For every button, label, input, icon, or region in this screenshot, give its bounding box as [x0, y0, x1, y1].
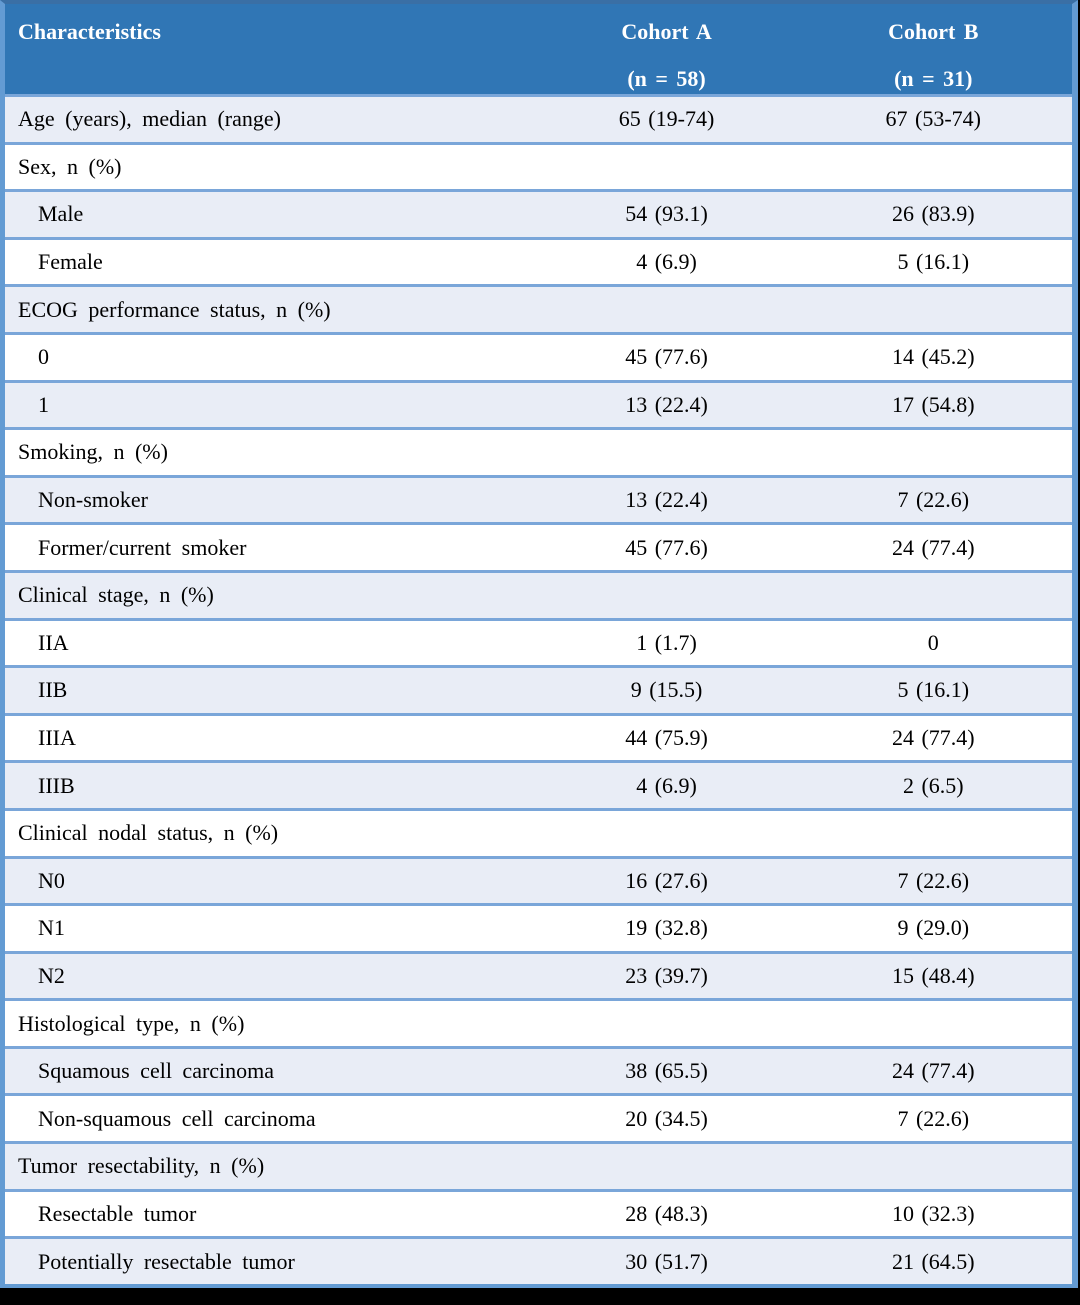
cohort-b-value: 5 (16.1) [897, 249, 970, 275]
row-label: Sex, n (%) [18, 153, 122, 179]
table-row: 1 13 (22.4) 17 (54.8) [5, 379, 1072, 428]
header-cohort-b-n: (n = 31) [894, 66, 973, 91]
cohort-a-value: 54 (93.1) [625, 201, 708, 227]
cohort-a-value: 16 (27.6) [625, 867, 708, 893]
cohort-b-value: 15 (48.4) [891, 962, 975, 988]
cohort-b-value: 67 (53-74) [885, 106, 982, 132]
row-label: N1 [38, 915, 65, 941]
row-label: IIB [38, 677, 68, 703]
row-label: Male [38, 201, 84, 227]
header-cohort-b-label: Cohort B [888, 19, 979, 44]
table-row: Smoking, n (%) [5, 427, 1072, 475]
row-label: Clinical nodal status, n (%) [18, 820, 279, 846]
row-label: Potentially resectable tumor [38, 1248, 295, 1274]
row-label: ECOG performance status, n (%) [18, 296, 331, 322]
cohort-b-value: 24 (77.4) [891, 1058, 975, 1084]
cohort-a-value: 45 (77.6) [625, 344, 708, 370]
table-row: Potentially resectable tumor 30 (51.7) 2… [5, 1236, 1072, 1284]
row-label: IIIA [38, 725, 76, 751]
table-row: 0 45 (77.6) 14 (45.2) [5, 331, 1072, 380]
table-row: IIIA 44 (75.9) 24 (77.4) [5, 712, 1072, 761]
cohort-a-value: 44 (75.9) [625, 725, 708, 751]
row-label: Histological type, n (%) [18, 1010, 245, 1036]
cohort-a-value: 1 (1.7) [636, 629, 697, 655]
cohort-a-value: 38 (65.5) [625, 1058, 708, 1084]
row-label: Clinical stage, n (%) [18, 582, 214, 608]
table-row: IIB 9 (15.5) 5 (16.1) [5, 665, 1072, 713]
table-row: Female 4 (6.9) 5 (16.1) [5, 236, 1072, 285]
table-row: Former/current smoker 45 (77.6) 24 (77.4… [5, 522, 1072, 570]
table-body: Age (years), median (range) 65 (19-74) 6… [5, 97, 1072, 1284]
table-row: Resectable tumor 28 (48.3) 10 (32.3) [5, 1188, 1072, 1237]
row-label: IIIB [38, 772, 75, 798]
table-row: Age (years), median (range) 65 (19-74) 6… [5, 97, 1072, 142]
row-label: Squamous cell carcinoma [38, 1058, 275, 1084]
header-characteristics-label: Characteristics [18, 19, 161, 44]
cohort-a-value: 4 (6.9) [636, 772, 697, 798]
cohort-a-value: 30 (51.7) [625, 1248, 708, 1274]
row-label: Non-squamous cell carcinoma [38, 1105, 316, 1131]
cohort-a-value: 45 (77.6) [625, 534, 708, 560]
row-label: Resectable tumor [38, 1200, 197, 1226]
table-row: Sex, n (%) [5, 141, 1072, 190]
cohort-b-value: 26 (83.9) [891, 201, 975, 227]
row-label: N2 [38, 962, 65, 988]
cohort-b-value: 24 (77.4) [891, 534, 975, 560]
row-label: Female [38, 249, 103, 275]
header-cohort-a: Cohort A (n = 58) [539, 4, 795, 94]
cohort-b-value: 5 (16.1) [897, 677, 970, 703]
table-row: Male 54 (93.1) 26 (83.9) [5, 189, 1072, 237]
cohort-a-value: 13 (22.4) [625, 487, 708, 513]
row-label: Tumor resectability, n (%) [18, 1153, 265, 1179]
cohort-b-value: 0 [927, 629, 939, 655]
table-row: N1 19 (32.8) 9 (29.0) [5, 903, 1072, 951]
header-cohort-a-label: Cohort A [621, 19, 712, 44]
table-row: N0 16 (27.6) 7 (22.6) [5, 855, 1072, 904]
cohort-b-value: 9 (29.0) [897, 915, 970, 941]
cohort-b-value: 7 (22.6) [897, 1105, 970, 1131]
table-row: Clinical stage, n (%) [5, 569, 1072, 618]
row-label: 0 [38, 344, 49, 370]
cohort-a-value: 23 (39.7) [625, 962, 708, 988]
row-label: Age (years), median (range) [18, 106, 281, 132]
cohort-a-value: 13 (22.4) [625, 391, 708, 417]
table-row: N2 23 (39.7) 15 (48.4) [5, 950, 1072, 999]
row-label: 1 [38, 391, 49, 417]
cohort-a-value: 20 (34.5) [625, 1105, 708, 1131]
table-row: Non-squamous cell carcinoma 20 (34.5) 7 … [5, 1093, 1072, 1142]
row-label: Non-smoker [38, 487, 148, 513]
cohort-b-value: 24 (77.4) [891, 725, 975, 751]
cohort-a-value: 19 (32.8) [625, 915, 708, 941]
row-label: IIA [38, 629, 69, 655]
cohort-a-value: 9 (15.5) [630, 677, 703, 703]
cohort-a-value: 4 (6.9) [636, 249, 697, 275]
cohort-a-value: 65 (19-74) [618, 106, 715, 132]
cohort-b-value: 14 (45.2) [891, 344, 975, 370]
cohort-b-value: 7 (22.6) [897, 487, 970, 513]
cohort-b-value: 17 (54.8) [891, 391, 975, 417]
header-characteristics: Characteristics [5, 4, 539, 94]
cohort-b-value: 2 (6.5) [902, 772, 964, 798]
table-row: Tumor resectability, n (%) [5, 1141, 1072, 1189]
table-row: Histological type, n (%) [5, 998, 1072, 1046]
cohort-b-value: 7 (22.6) [897, 867, 970, 893]
table-row: IIA 1 (1.7) 0 [5, 617, 1072, 666]
table-row: Clinical nodal status, n (%) [5, 807, 1072, 856]
cohort-b-value: 21 (64.5) [891, 1248, 975, 1274]
table-row: IIIB 4 (6.9) 2 (6.5) [5, 760, 1072, 808]
table-row: Squamous cell carcinoma 38 (65.5) 24 (77… [5, 1045, 1072, 1094]
header-cohort-a-n: (n = 58) [627, 66, 706, 91]
cohort-a-value: 28 (48.3) [625, 1200, 708, 1226]
header-cohort-b: Cohort B (n = 31) [795, 4, 1072, 94]
table-header-row: Characteristics Cohort A (n = 58) Cohort… [5, 4, 1072, 97]
table-row: Non-smoker 13 (22.4) 7 (22.6) [5, 474, 1072, 523]
table-row: ECOG performance status, n (%) [5, 284, 1072, 332]
row-label: Smoking, n (%) [18, 439, 168, 465]
cohort-b-value: 10 (32.3) [891, 1200, 975, 1226]
row-label: Former/current smoker [38, 534, 247, 560]
row-label: N0 [38, 867, 65, 893]
